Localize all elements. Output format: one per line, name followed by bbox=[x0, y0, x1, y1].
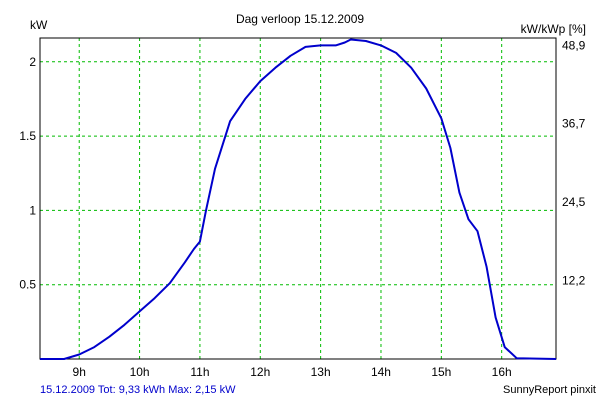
grid-lines bbox=[40, 38, 556, 359]
plot-frame bbox=[39, 37, 557, 360]
footer-summary: 15.12.2009 Tot: 9,33 kWh Max: 2,15 kW bbox=[40, 384, 236, 396]
x-tick-label: 9h bbox=[73, 365, 86, 379]
y-right-tick-label: 48,9 bbox=[562, 38, 586, 52]
y-left-tick-label: 1 bbox=[29, 203, 36, 217]
footer-credit: SunnyReport pinxit bbox=[503, 384, 596, 396]
x-tick-label: 10h bbox=[130, 365, 150, 379]
x-tick-label: 11h bbox=[190, 365, 209, 379]
x-tick-label: 16h bbox=[492, 365, 512, 379]
tick-labels: 9h 10h 11h 12h 13h 14h 15h 16h 0.5 1 1.5 2 12,2 24,5 3… bbox=[19, 38, 585, 379]
y-right-tick-label: 12,2 bbox=[562, 274, 586, 288]
x-tick-label: 12h bbox=[250, 365, 270, 379]
series-group bbox=[40, 38, 557, 360]
x-tick-label: 14h bbox=[371, 365, 391, 379]
x-tick-label: 15h bbox=[431, 365, 451, 379]
y-left-tick-label: 0.5 bbox=[19, 278, 36, 292]
y-right-tick-label: 24,5 bbox=[562, 195, 586, 209]
power-series-line bbox=[40, 38, 557, 360]
chart-title: Dag verloop 15.12.2009 bbox=[236, 12, 364, 26]
y-left-tick-label: 1.5 bbox=[19, 129, 36, 143]
y-left-tick-label: 2 bbox=[29, 55, 36, 69]
y-right-tick-label: 36,7 bbox=[562, 117, 586, 131]
y-right-axis-label: kW/kWp [%] bbox=[521, 22, 586, 36]
x-tick-label: 13h bbox=[311, 365, 331, 379]
y-left-axis-label: kW bbox=[30, 18, 48, 32]
